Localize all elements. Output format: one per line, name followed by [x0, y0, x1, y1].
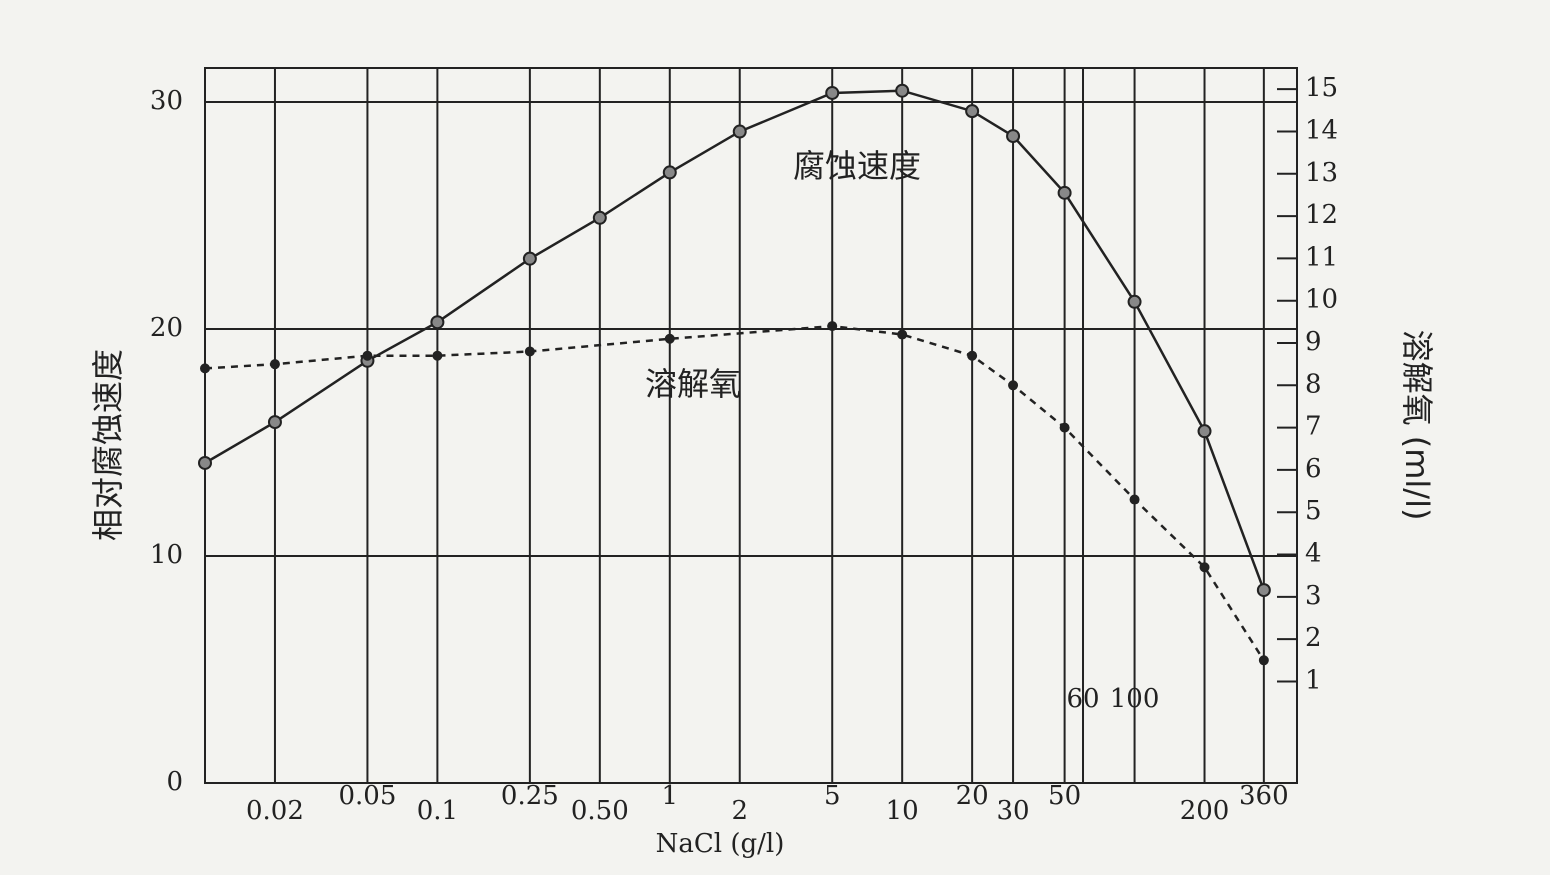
x-tick-label: 10	[886, 796, 919, 826]
y2-tick-label: 15	[1305, 73, 1338, 103]
series-line	[204, 89, 1265, 591]
y2-axis-label: 溶解氧 (ml/l)	[1398, 330, 1436, 521]
series-label: 腐蚀速度	[793, 147, 921, 185]
y2-tick-label: 9	[1305, 327, 1322, 357]
y2-tick-label: 10	[1305, 285, 1338, 315]
x-tick-label: 20	[956, 781, 989, 811]
x-tick-label: 60	[1066, 684, 1099, 714]
x-tick-label: 100	[1110, 684, 1160, 714]
x-tick-label: 50	[1048, 781, 1081, 811]
x-tick-label: 360	[1239, 781, 1289, 811]
data-point	[1197, 424, 1212, 439]
x-tick-label: 5	[824, 781, 841, 811]
data-point	[895, 83, 910, 98]
data-point	[200, 363, 210, 374]
y2-tick-label: 7	[1305, 412, 1322, 442]
data-point	[432, 350, 443, 361]
data-point	[198, 455, 212, 470]
y2-tick-label: 6	[1305, 454, 1322, 484]
data-point	[1057, 185, 1072, 200]
data-point	[524, 346, 535, 357]
series-label: 溶解氧	[645, 365, 741, 403]
x-tick-label: 0.1	[417, 796, 458, 826]
y-tick-label: 30	[150, 86, 183, 116]
data-point	[269, 359, 280, 370]
plot-frame	[204, 67, 1298, 784]
y2-tick-label: 12	[1305, 200, 1338, 230]
x-tick-label: 0.50	[571, 796, 629, 826]
y2-tick-label: 14	[1305, 115, 1338, 145]
x-tick-label: 2	[731, 796, 748, 826]
x-axis-label: NaCl (g/l)	[656, 829, 785, 859]
data-point	[1129, 494, 1140, 505]
data-point	[362, 350, 373, 361]
y2-tick-label: 3	[1305, 581, 1322, 611]
y-tick-label: 10	[150, 540, 183, 570]
y2-tick-label: 13	[1305, 158, 1338, 188]
data-point	[430, 315, 445, 330]
y2-tick-label: 2	[1305, 623, 1322, 653]
data-point	[732, 124, 747, 139]
y-tick-label: 0	[166, 767, 183, 797]
data-point	[1199, 562, 1210, 573]
data-point	[1006, 129, 1021, 144]
y-tick-label: 20	[150, 313, 183, 343]
y2-tick-label: 5	[1305, 496, 1322, 526]
data-point	[825, 85, 840, 100]
data-point	[1258, 655, 1269, 666]
x-tick-label: 0.05	[338, 781, 396, 811]
y2-tick-label: 11	[1305, 242, 1338, 272]
x-tick-label: 1	[662, 781, 679, 811]
y2-tick-label: 4	[1305, 539, 1322, 569]
data-point	[662, 165, 677, 180]
data-point	[965, 104, 980, 119]
data-point	[1059, 422, 1070, 433]
y-axis-label: 相对腐蚀速度	[89, 349, 127, 541]
x-tick-label: 0.25	[501, 781, 559, 811]
data-point	[522, 251, 537, 266]
y2-tick-label: 8	[1305, 369, 1322, 399]
x-tick-label: 0.02	[246, 796, 304, 826]
data-point	[1127, 294, 1142, 309]
data-point	[267, 415, 282, 430]
data-point	[827, 321, 838, 332]
data-point	[664, 333, 675, 344]
x-tick-label: 30	[997, 796, 1030, 826]
x-tick-label: 200	[1180, 796, 1230, 826]
y2-tick-label: 1	[1305, 665, 1322, 695]
data-point	[1256, 583, 1271, 598]
data-point	[897, 329, 908, 340]
series-line	[204, 324, 1265, 661]
data-point	[967, 350, 978, 361]
data-point	[1008, 380, 1019, 391]
data-point	[592, 210, 607, 225]
